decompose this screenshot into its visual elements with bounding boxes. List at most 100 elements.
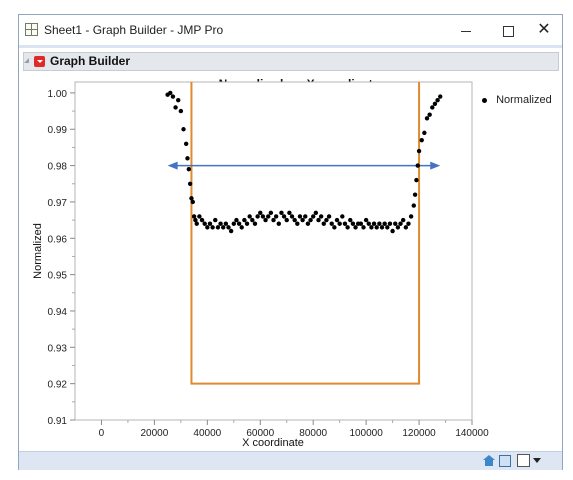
data-point [427, 112, 432, 117]
data-point [183, 141, 189, 146]
data-point [424, 116, 430, 121]
data-point [414, 177, 419, 183]
y-axis: 0.91 0.92 0.93 0.94 0.95 0.96 0.97 0.98 0.99 1.00 [48, 89, 75, 427]
data-point [287, 210, 292, 216]
data-point [408, 214, 414, 219]
data-point [398, 221, 403, 226]
data-point [202, 221, 207, 226]
legend[interactable]: Normalized [482, 94, 552, 106]
x-tick-label: 20000 [140, 428, 168, 439]
data-point [178, 108, 184, 114]
data-point [255, 214, 260, 219]
data-point [400, 217, 406, 223]
y-axis-label: Normalized [32, 223, 44, 279]
data-point [324, 217, 329, 223]
y-tick-label: 0.94 [48, 307, 68, 318]
data-table-icon [25, 23, 38, 36]
data-point [390, 228, 395, 234]
data-table-icon[interactable] [499, 455, 511, 467]
data-point [207, 221, 213, 226]
data-point [382, 221, 387, 226]
data-point [419, 137, 424, 143]
data-point [348, 217, 353, 223]
x-tick-label: 140000 [455, 428, 489, 439]
data-point [258, 210, 263, 216]
orange-bracket-annotation [190, 82, 421, 385]
data-point [210, 225, 215, 230]
title-bar: Sheet1 - Graph Builder - JMP Pro ✕ [19, 15, 562, 46]
data-point [187, 181, 193, 186]
maximize-button[interactable] [487, 15, 529, 45]
maximize-icon [502, 25, 514, 37]
data-point [199, 217, 205, 223]
legend-marker [482, 97, 487, 103]
data-point [284, 217, 289, 223]
x-tick-label: 100000 [349, 428, 383, 439]
data-point [189, 196, 194, 201]
data-point [415, 163, 420, 168]
y-tick-label: 0.98 [48, 162, 68, 173]
data-point [353, 225, 358, 230]
data-point [350, 221, 356, 226]
legend-label: Normalized [496, 94, 552, 106]
close-button[interactable]: ✕ [523, 15, 565, 45]
data-point [193, 217, 198, 223]
minimize-icon [461, 30, 471, 32]
data-point [438, 94, 443, 99]
y-tick-label: 1.00 [48, 89, 68, 100]
data-point [303, 214, 308, 219]
data-point [403, 225, 409, 230]
data-point [385, 225, 390, 230]
data-point [221, 225, 226, 230]
data-point [242, 217, 247, 223]
data-point [223, 221, 229, 226]
data-point [176, 97, 181, 103]
data-points [165, 90, 443, 234]
data-point [316, 217, 321, 223]
data-point [371, 221, 377, 226]
data-point [170, 94, 176, 99]
window-title: Sheet1 - Graph Builder - JMP Pro [44, 23, 224, 37]
y-tick-label: 0.95 [48, 271, 68, 282]
data-point [406, 221, 411, 226]
minimize-button[interactable] [445, 15, 487, 45]
y-tick-label: 0.96 [48, 234, 68, 245]
disclosure-triangle-icon[interactable] [24, 58, 29, 63]
y-tick-label: 0.91 [48, 416, 68, 427]
data-point [411, 203, 416, 208]
data-point [412, 192, 418, 197]
chevron-down-icon[interactable] [533, 458, 541, 463]
window-layout-icon[interactable] [517, 454, 530, 467]
data-point [395, 225, 401, 230]
data-point [305, 221, 311, 226]
data-point [186, 167, 192, 172]
data-point [432, 101, 438, 107]
red-triangle-menu-icon[interactable] [34, 56, 45, 67]
data-point [250, 217, 255, 223]
data-point [168, 90, 173, 96]
data-point [300, 217, 305, 223]
data-point [271, 217, 276, 223]
data-point [295, 221, 300, 226]
data-point [190, 199, 195, 205]
data-point [329, 221, 334, 226]
data-point [194, 221, 199, 226]
x-tick-label: 80000 [299, 428, 327, 439]
scatter-chart: 0.91 0.92 0.93 0.94 0.95 0.96 0.97 0.98 0.99 1.00… [32, 81, 489, 449]
data-point [435, 97, 440, 103]
title-accent-strip [19, 45, 562, 48]
x-tick-label: 0 [99, 428, 105, 439]
data-point [361, 225, 366, 230]
data-point [297, 214, 303, 219]
home-icon[interactable] [483, 455, 495, 466]
data-point [205, 225, 210, 230]
y-tick-label: 0.99 [48, 125, 68, 136]
data-point [247, 214, 252, 219]
data-point [260, 214, 266, 219]
data-point [273, 214, 279, 219]
data-point [377, 221, 382, 226]
data-point [252, 221, 258, 226]
data-point [393, 221, 398, 226]
data-point [430, 105, 435, 110]
data-point [340, 214, 345, 219]
